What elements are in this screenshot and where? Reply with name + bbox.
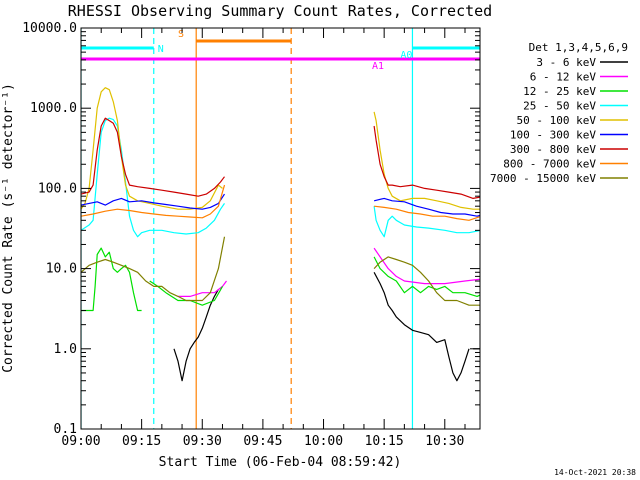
- x-tick-label-1: 09:15: [122, 434, 161, 449]
- legend-label-6: 300 - 800 keV: [510, 143, 596, 156]
- x-tick-label-2: 09:30: [183, 434, 222, 449]
- series-line-1-seg-1: [373, 247, 480, 285]
- y-tick-label-4: 1000.0: [30, 101, 77, 116]
- legend-header: Det 1,3,4,5,6,9: [529, 41, 628, 54]
- series-line-5-seg-1: [373, 197, 480, 217]
- series-line-2-seg-1: [149, 280, 224, 306]
- x-axis-label: Start Time (06-Feb-04 08:59:42): [159, 455, 402, 470]
- series-line-4-seg-1: [373, 111, 480, 210]
- legend-label-0: 3 - 6 keV: [536, 56, 596, 69]
- legend-label-1: 6 - 12 keV: [530, 71, 597, 84]
- y-tick-label-0: 0.1: [54, 422, 77, 437]
- x-tick-label-6: 10:30: [425, 434, 464, 449]
- legend-label-3: 25 - 50 keV: [523, 100, 596, 113]
- series-line-1-seg-0: [178, 280, 227, 297]
- series-line-6-seg-1: [373, 125, 480, 199]
- axis-ticks: 0.1 1.0 10.0 100.0 1000.0 10000.0 09:00 09:15 09…: [22, 21, 480, 449]
- y-axis-label: Corrected Count Rate (s⁻¹ detector⁻¹): [1, 83, 16, 373]
- x-tick-label-0: 09:00: [61, 434, 100, 449]
- y-tick-label-5: 10000.0: [22, 21, 77, 36]
- legend-label-4: 50 - 100 keV: [517, 114, 597, 127]
- series-line-5-seg-0: [81, 193, 226, 210]
- series-line-6-seg-0: [81, 117, 225, 197]
- series-line-7-seg-1: [374, 205, 480, 221]
- x-tick-label-4: 10:00: [304, 434, 343, 449]
- y-tick-label-2: 10.0: [46, 262, 77, 277]
- y-tick-label-3: 100.0: [38, 181, 77, 196]
- x-tick-label-3: 09:45: [243, 434, 282, 449]
- series-line-2-seg-0: [81, 247, 142, 312]
- series-line-0-seg-0: [173, 289, 219, 382]
- series-line-0-seg-1: [373, 272, 470, 382]
- x-tick-label-5: 10:15: [365, 434, 404, 449]
- legend-label-7: 800 - 7000 keV: [503, 158, 596, 171]
- plot-area: N S A0 A1: [81, 28, 480, 429]
- series-line-8-seg-0: [81, 236, 226, 302]
- flag-label-a0: A0: [400, 50, 412, 61]
- series-line-3-seg-0: [81, 117, 225, 238]
- series-line-2-seg-2: [373, 256, 480, 297]
- flag-label-a1: A1: [372, 61, 384, 72]
- chart-title: RHESSI Observing Summary Count Rates, Co…: [68, 2, 492, 20]
- flag-label-n: N: [158, 44, 164, 55]
- plot-frame: [80, 27, 481, 430]
- legend-label-5: 100 - 300 keV: [510, 129, 596, 142]
- timestamp: 14-Oct-2021 20:38: [554, 468, 636, 477]
- y-tick-label-1: 1.0: [54, 342, 77, 357]
- legend-label-8: 7000 - 15000 keV: [490, 172, 596, 185]
- flag-label-s: S: [178, 29, 184, 40]
- series-line-8-seg-1: [373, 256, 480, 306]
- series-line-3-seg-1: [373, 206, 480, 238]
- series-line-7-seg-0: [81, 184, 226, 219]
- legend-label-2: 12 - 25 keV: [523, 85, 596, 98]
